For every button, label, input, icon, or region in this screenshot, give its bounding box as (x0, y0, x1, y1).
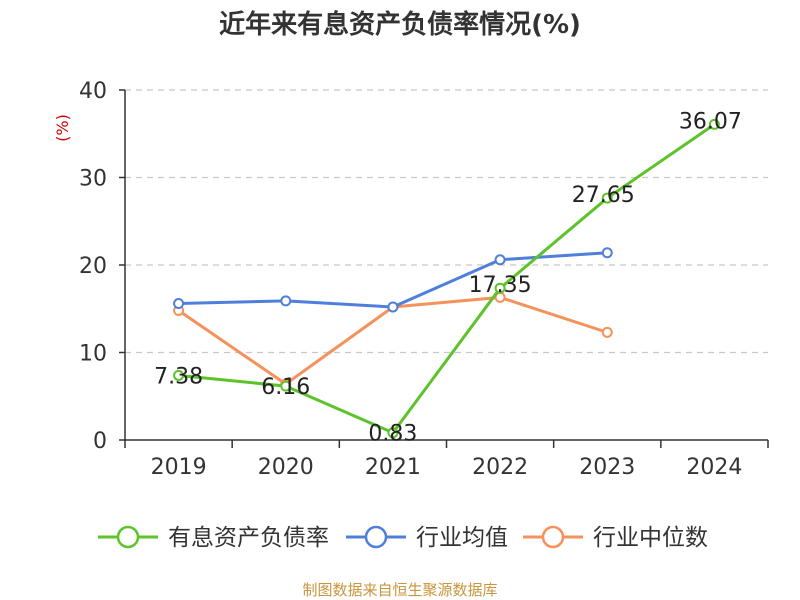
x-tick-label: 2020 (258, 455, 314, 480)
chart-title: 近年来有息资产负债率情况(%) (219, 10, 581, 40)
x-tick-label: 2021 (365, 455, 421, 480)
data-point (601, 247, 613, 259)
data-point (494, 282, 506, 294)
legend-label: 行业均值 (416, 525, 508, 551)
y-tick-label: 40 (79, 79, 107, 104)
data-label: 0.83 (368, 422, 417, 447)
data-label: 6.16 (261, 375, 310, 400)
x-tick-label: 2024 (686, 455, 742, 480)
series-line-0 (178, 123, 716, 435)
x-tick-label: 2023 (579, 455, 635, 480)
data-label: 7.38 (154, 364, 203, 389)
data-label: 27.65 (572, 183, 635, 208)
y-tick-label: 30 (79, 167, 107, 192)
legend-item[interactable]: 行业中位数 (523, 525, 708, 551)
data-point (173, 298, 185, 309)
data-point (280, 380, 292, 392)
series-group (173, 118, 720, 439)
y-tick-label: 0 (93, 429, 107, 454)
data-point (280, 295, 292, 307)
axes: 0 10 20 30 40 2019 2020 2021 2022 2023 2024 (%) (53, 79, 769, 480)
y-axis-unit: (%) (53, 114, 72, 142)
legend-marker (541, 525, 565, 549)
legend-item[interactable]: 行业均值 (346, 525, 508, 551)
legend-label: 行业中位数 (593, 525, 708, 551)
data-point (708, 118, 720, 130)
data-point (387, 301, 399, 313)
y-tick-label: 20 (79, 254, 107, 279)
data-label: 36.07 (679, 109, 742, 134)
legend-item[interactable]: 有息资产负债率 (98, 525, 329, 551)
data-labels: 7.38 6.16 0.83 17.35 27.65 36.07 (154, 109, 742, 446)
legend-marker (116, 525, 140, 549)
data-point (387, 427, 399, 439)
y-tick-label: 10 (79, 342, 107, 367)
data-point (601, 326, 613, 338)
x-tick-label: 2022 (472, 455, 528, 480)
data-point (601, 192, 613, 204)
grid-lines (125, 89, 768, 354)
data-point (173, 369, 185, 381)
legend-label: 有息资产负债率 (168, 525, 329, 551)
data-label: 17.35 (469, 273, 532, 298)
legend[interactable]: 有息资产负债率 行业均值 行业中位数 (98, 525, 708, 551)
data-point (494, 254, 506, 266)
x-tick-label: 2019 (151, 455, 207, 480)
series-line-1 (178, 251, 608, 309)
source-note: 制图数据来自恒生聚源数据库 (302, 581, 498, 599)
legend-marker (364, 525, 388, 549)
